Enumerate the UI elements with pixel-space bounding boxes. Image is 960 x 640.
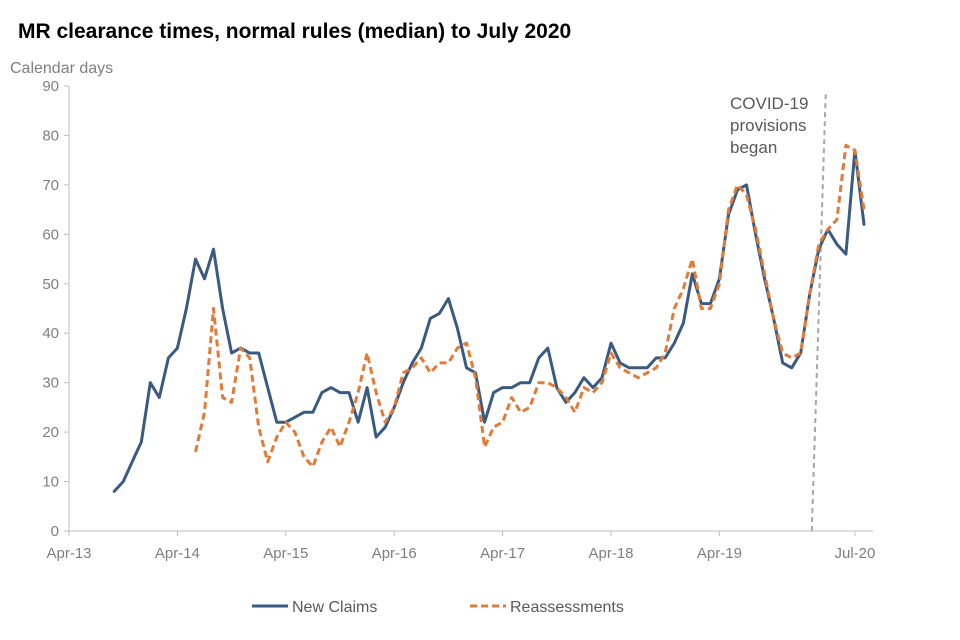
x-tick-label: Apr-17 — [480, 545, 525, 562]
y-tick-label: 10 — [42, 474, 59, 491]
y-tick-label: 70 — [42, 177, 59, 194]
y-tick-label: 50 — [42, 276, 59, 293]
y-tick-label: 90 — [42, 78, 59, 95]
y-axis-label: Calendar days — [10, 60, 114, 77]
legend-label: Reassessments — [510, 599, 624, 616]
y-tick-label: 80 — [42, 127, 59, 144]
x-tick-label: Apr-18 — [589, 545, 634, 562]
y-tick-label: 60 — [42, 226, 59, 243]
series-line-new-claims — [112, 148, 866, 493]
annotation-text: provisions — [730, 116, 807, 135]
x-tick-label: Apr-14 — [155, 545, 200, 562]
series-line-reassessments — [194, 143, 866, 469]
x-tick-label: Apr-16 — [372, 545, 417, 562]
covid-marker-line — [810, 90, 827, 532]
y-tick-label: 20 — [42, 424, 59, 441]
x-tick-label: Jul-20 — [835, 545, 876, 562]
chart-title: MR clearance times, normal rules (median… — [18, 20, 572, 43]
annotation-text: began — [730, 138, 777, 157]
x-tick-label: Apr-19 — [697, 545, 742, 562]
x-tick-label: Apr-13 — [46, 545, 91, 562]
legend-label: New Claims — [292, 599, 377, 616]
y-tick-label: 30 — [42, 375, 59, 392]
x-tick-label: Apr-15 — [263, 545, 308, 562]
y-tick-label: 0 — [51, 523, 59, 540]
y-tick-label: 40 — [42, 325, 59, 342]
annotation-text: COVID-19 — [730, 94, 808, 113]
